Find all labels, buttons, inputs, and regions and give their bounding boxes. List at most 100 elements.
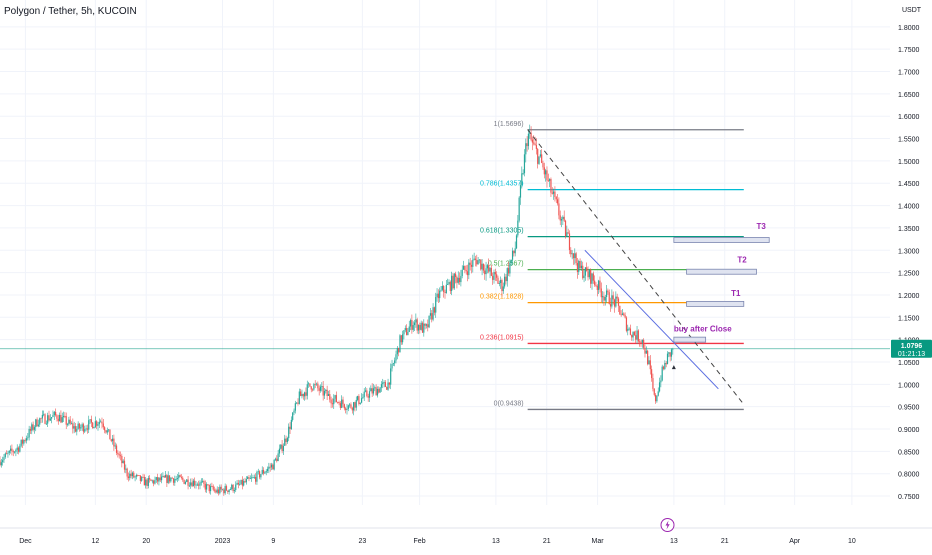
time-tick-label: 20 — [142, 538, 150, 545]
candle-body — [621, 313, 624, 315]
candle-body — [126, 468, 128, 477]
candle-body — [133, 472, 135, 478]
candle-body — [654, 394, 657, 402]
candle-body — [28, 428, 30, 438]
candle-body — [478, 259, 481, 261]
candle-body — [470, 264, 473, 267]
annotations[interactable]: T3 T2 T1 buy after Close — [671, 222, 770, 370]
candle-body — [174, 479, 176, 483]
candle-body — [466, 271, 469, 276]
candle-body — [448, 281, 450, 285]
time-tick-label: 13 — [492, 538, 500, 545]
candle-body — [343, 404, 345, 409]
candle-body — [580, 265, 583, 269]
candle-body — [45, 423, 47, 425]
candle-body — [213, 489, 216, 491]
fib-level-label: 0.786(1.4357) — [480, 181, 524, 188]
candle-body — [244, 481, 246, 483]
candle-body — [220, 486, 222, 490]
candle-body — [115, 445, 118, 453]
candle-body — [415, 319, 417, 323]
candle-body — [149, 478, 151, 480]
candle-body — [11, 448, 13, 452]
candle-body — [78, 423, 81, 429]
time-tick-label: 21 — [721, 538, 729, 545]
target-box[interactable] — [686, 300, 745, 307]
time-tick-label: Mar — [592, 538, 605, 545]
candle-body — [549, 179, 551, 181]
candle-body — [576, 263, 579, 272]
candle-body — [489, 267, 491, 272]
time-tick-label: 2023 — [215, 538, 231, 545]
candle-body — [335, 395, 337, 403]
descending-trendline[interactable] — [584, 249, 719, 390]
candle-body — [370, 388, 372, 392]
candle-body — [469, 262, 471, 265]
candle-body — [180, 476, 183, 478]
candle-body — [556, 199, 559, 204]
candle-body — [564, 220, 567, 237]
candle-body — [399, 335, 401, 353]
candle-body — [584, 267, 586, 276]
candle-body — [98, 421, 100, 425]
price-tick-label: 0.8000 — [898, 472, 920, 479]
candle-body — [65, 416, 67, 425]
candle-body — [102, 423, 104, 428]
candle-body — [307, 383, 310, 385]
candle-body — [313, 384, 315, 390]
candle-body — [217, 489, 220, 494]
candle-body — [157, 477, 159, 482]
candle-body — [604, 296, 606, 301]
candle-body — [421, 322, 424, 333]
candle-body — [579, 260, 581, 269]
target-box[interactable] — [673, 336, 707, 343]
candle-body — [534, 143, 536, 146]
target-box[interactable] — [686, 268, 757, 275]
candle-body — [278, 448, 281, 454]
candle-body — [0, 462, 2, 466]
candle-body — [211, 486, 213, 487]
candle-body — [130, 473, 132, 477]
candle-body — [658, 382, 661, 392]
candle-body — [444, 292, 446, 294]
candle-body — [35, 419, 37, 428]
candle-body — [500, 280, 502, 284]
candle-body — [9, 448, 12, 451]
fibonacci-retracement[interactable]: 1(1.5696) 0.786(1.4357) 0.618(1.3305) 0.5(1… — [480, 121, 744, 411]
candle-body — [529, 132, 531, 134]
candle-body — [104, 427, 106, 431]
candle-body — [339, 403, 341, 408]
candle-body — [441, 286, 443, 290]
candle-body — [206, 484, 208, 490]
candle-body — [454, 273, 457, 277]
trendlines[interactable] — [527, 129, 745, 405]
candle-body — [420, 322, 422, 330]
candle-body — [61, 417, 63, 423]
candle-body — [525, 143, 527, 155]
target-box[interactable] — [673, 237, 770, 243]
lightning-icon[interactable] — [660, 518, 675, 532]
fib-level-label: 0.5(1.2567) — [488, 261, 524, 268]
candle-body — [131, 472, 134, 477]
candle-body — [346, 408, 348, 410]
price-tick-label: 0.7500 — [898, 494, 920, 501]
candle-body — [167, 475, 169, 483]
candle-body — [314, 384, 316, 385]
candle-body — [118, 454, 120, 456]
candle-body — [184, 481, 187, 484]
candle-body — [359, 402, 361, 404]
candle-body — [27, 437, 29, 439]
candle-body — [553, 191, 555, 194]
candle-body — [15, 449, 17, 452]
price-tick-label: 1.7500 — [898, 47, 920, 54]
candle-body — [200, 481, 202, 483]
candle-body — [261, 469, 263, 475]
dashed-trendline[interactable] — [527, 129, 745, 405]
candle-body — [147, 478, 149, 486]
candle-body — [612, 295, 614, 300]
candle-body — [188, 485, 190, 487]
candle-body — [172, 478, 175, 483]
